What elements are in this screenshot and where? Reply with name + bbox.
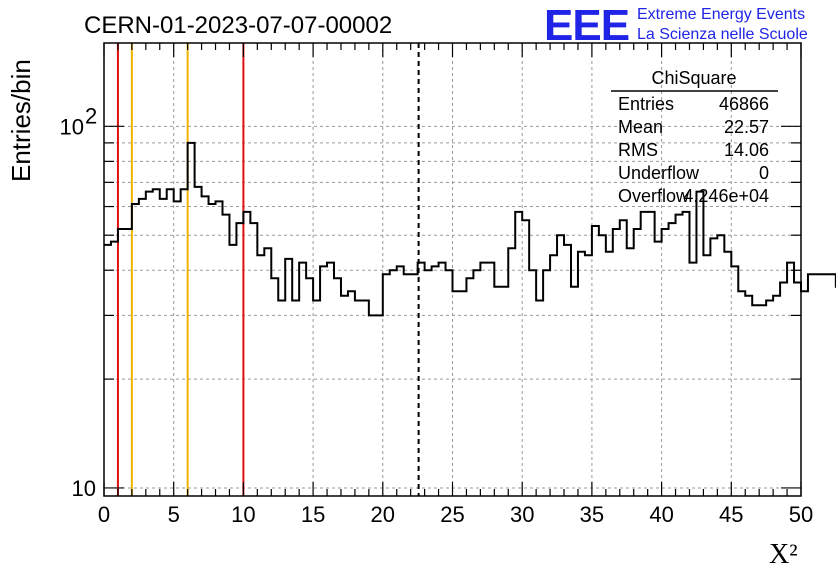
stats-label: Mean — [618, 117, 663, 137]
stats-label: RMS — [618, 140, 658, 160]
x-axis-label: X² — [769, 539, 798, 570]
y-axis-label: Entries/bin — [6, 59, 36, 182]
x-tick-label: 20 — [371, 502, 395, 527]
x-tick-label: 35 — [580, 502, 604, 527]
x-tick-label: 45 — [719, 502, 743, 527]
x-tick-label: 15 — [301, 502, 325, 527]
x-tick-label: 0 — [98, 502, 110, 527]
logo-text: EEE — [544, 1, 629, 50]
x-tick-label: 5 — [168, 502, 180, 527]
eee-logo: EEE Extreme Energy Events La Scienza nel… — [544, 1, 808, 50]
logo-line-1: Extreme Energy Events — [637, 6, 805, 23]
x-tick-label: 10 — [231, 502, 255, 527]
stats-label: Underflow — [618, 163, 700, 183]
y-tick-label-base: 10 — [72, 476, 96, 501]
x-tick-label: 30 — [510, 502, 534, 527]
x-tick-label: 25 — [440, 502, 464, 527]
stats-value: 22.57 — [724, 117, 769, 137]
stats-value: 4.246e+04 — [683, 186, 769, 206]
stats-title: ChiSquare — [651, 68, 736, 88]
y-tick-label: 10 — [72, 476, 96, 501]
stats-value: 14.06 — [724, 140, 769, 160]
x-tick-labels: 0 5 10 15 20 25 30 35 40 45 50 — [98, 502, 813, 527]
stats-value: 0 — [759, 163, 769, 183]
y-tick-label-exponent: 2 — [85, 103, 97, 128]
x-tick-label: 40 — [649, 502, 673, 527]
stats-box: ChiSquare Entries 46866 Mean 22.57 RMS 14.06 U… — [611, 68, 778, 206]
logo-line-2: La Scienza nelle Scuole — [637, 26, 808, 43]
y-tick-label-base: 10 — [60, 114, 84, 139]
stats-value: 46866 — [719, 94, 769, 114]
run-title: CERN-01-2023-07-07-00002 — [84, 12, 392, 39]
stats-label: Overflow — [618, 186, 690, 206]
histogram-line — [104, 141, 836, 317]
plot-frame — [103, 42, 802, 497]
x-tick-label: 50 — [789, 502, 813, 527]
stats-label: Entries — [618, 94, 674, 114]
y-tick-label: 10 2 — [60, 103, 98, 139]
